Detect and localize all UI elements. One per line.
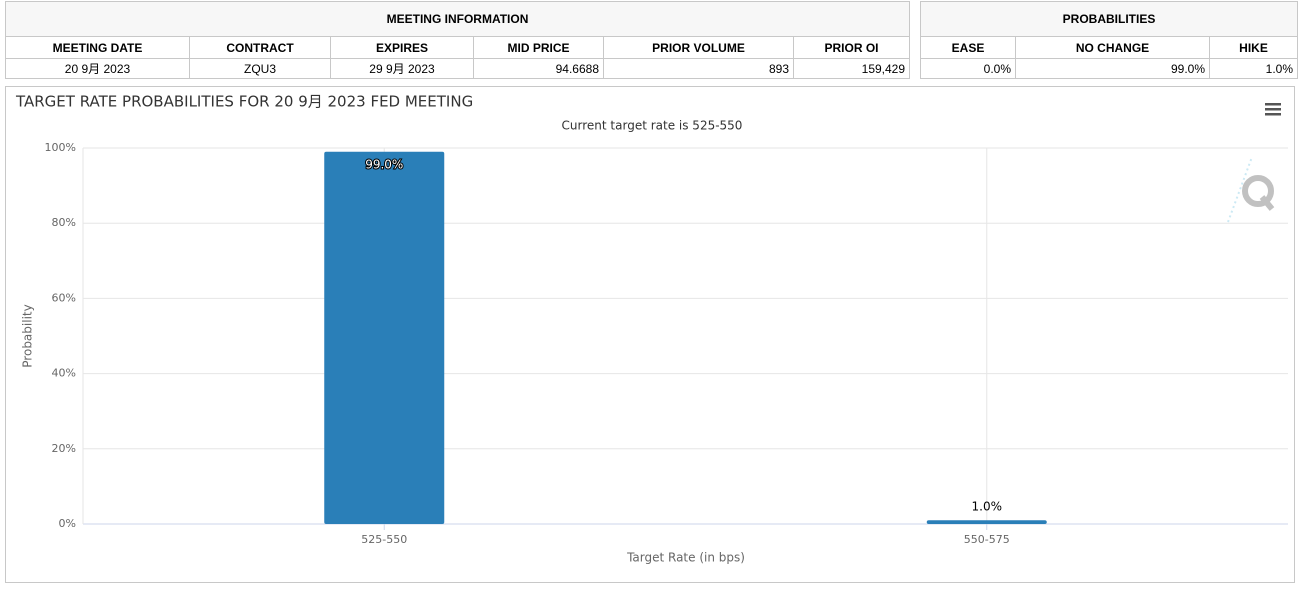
logo: [1227, 156, 1275, 223]
cell: 1.0%: [1209, 58, 1298, 79]
column-header: HIKE: [1209, 36, 1298, 59]
cell: ZQU3: [189, 58, 331, 79]
column-header: MID PRICE: [473, 36, 604, 59]
y-axis-label: Probability: [21, 304, 35, 367]
y-tick-label: 60%: [52, 291, 76, 304]
data-label: 99.0%: [365, 157, 403, 171]
cell: 0.0%: [920, 58, 1016, 79]
column-header: CONTRACT: [189, 36, 331, 59]
y-tick-label: 20%: [52, 442, 76, 455]
y-tick-label: 100%: [45, 141, 76, 154]
cell: 29 9月 2023: [330, 58, 474, 79]
data-label: 1.0%: [972, 500, 1003, 514]
logo-streak: [1227, 156, 1253, 223]
menu-button[interactable]: [1265, 103, 1281, 116]
menu-bar: [1265, 108, 1281, 111]
menu-bar: [1265, 103, 1281, 106]
bar: [926, 520, 1047, 524]
meeting-info-table: MEETING INFORMATION MEETING DATE CONTRAC…: [4, 1, 911, 79]
table-title: PROBABILITIES: [920, 1, 1298, 37]
logo-tail: [1259, 195, 1275, 211]
logo-ring: [1242, 175, 1274, 207]
x-tick-label: 550-575: [964, 533, 1010, 546]
probabilities-table: PROBABILITIES EASE NO CHANGE HIKE 0.0% 9…: [920, 1, 1298, 79]
column-header: EASE: [920, 36, 1016, 59]
column-header: PRIOR VOLUME: [603, 36, 794, 59]
chart-subtitle: Current target rate is 525-550: [562, 119, 743, 133]
bar: [324, 151, 445, 524]
chart-title: TARGET RATE PROBABILITIES FOR 20 9月 2023…: [15, 93, 473, 111]
cell: 20 9月 2023: [5, 58, 190, 79]
column-header: MEETING DATE: [5, 36, 190, 59]
chart: TARGET RATE PROBABILITIES FOR 20 9月 2023…: [15, 93, 1288, 565]
y-tick-label: 80%: [52, 216, 76, 229]
cell: 94.6688: [473, 58, 604, 79]
x-axis-label: Target Rate (in bps): [626, 551, 745, 565]
column-header: EXPIRES: [330, 36, 474, 59]
column-header: NO CHANGE: [1015, 36, 1210, 59]
cell: 893: [603, 58, 794, 79]
y-tick-label: 0%: [59, 517, 76, 530]
cell: 99.0%: [1015, 58, 1210, 79]
table-title: MEETING INFORMATION: [4, 1, 911, 37]
x-tick-label: 525-550: [361, 533, 407, 546]
menu-bar: [1265, 113, 1281, 116]
cell: 159,429: [792, 58, 911, 79]
chart-panel: TARGET RATE PROBABILITIES FOR 20 9月 2023…: [5, 86, 1295, 583]
column-header: PRIOR OI: [792, 36, 911, 59]
y-tick-label: 40%: [52, 367, 76, 380]
